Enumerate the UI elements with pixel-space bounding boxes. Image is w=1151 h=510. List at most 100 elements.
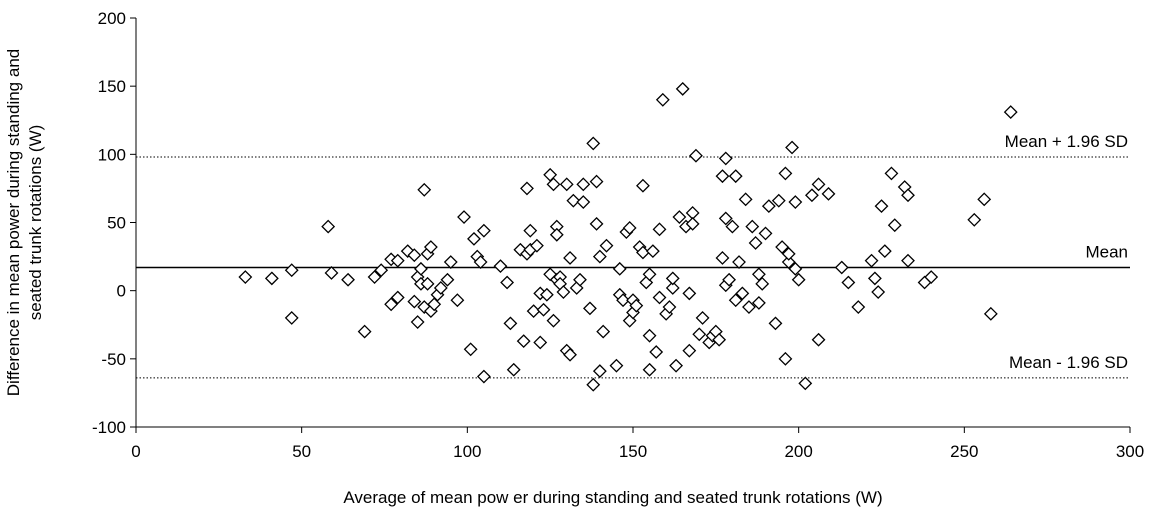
data-point bbox=[655, 92, 670, 107]
ref-label-mean-1-96-sd: Mean + 1.96 SD bbox=[1005, 132, 1128, 151]
data-point bbox=[715, 169, 730, 184]
data-point bbox=[559, 177, 574, 192]
data-point bbox=[722, 272, 737, 287]
data-point bbox=[321, 219, 336, 234]
data-point bbox=[586, 136, 601, 151]
data-point bbox=[867, 271, 882, 286]
data-point bbox=[788, 195, 803, 209]
data-point bbox=[768, 316, 783, 331]
data-point bbox=[592, 364, 607, 379]
data-points bbox=[238, 81, 1018, 392]
data-point bbox=[596, 324, 611, 339]
data-point bbox=[609, 358, 624, 373]
data-point bbox=[583, 301, 597, 316]
data-point bbox=[732, 255, 746, 269]
data-point bbox=[586, 377, 601, 392]
data-point bbox=[423, 240, 438, 254]
data-point bbox=[778, 351, 793, 366]
data-point bbox=[669, 358, 683, 373]
data-point bbox=[629, 298, 644, 313]
data-point bbox=[983, 306, 998, 321]
data-point bbox=[390, 290, 405, 305]
ref-label-mean: Mean bbox=[1085, 242, 1128, 261]
data-point bbox=[417, 182, 432, 197]
data-point bbox=[662, 300, 677, 314]
data-point bbox=[788, 261, 803, 276]
data-point bbox=[374, 263, 389, 278]
data-point bbox=[546, 313, 561, 328]
reference-lines: Mean + 1.96 SD Mean Mean - 1.96 SD bbox=[136, 132, 1130, 379]
axis-labels: Average of mean pow er during standing a… bbox=[4, 49, 883, 507]
data-point bbox=[642, 362, 657, 377]
data-point bbox=[433, 281, 448, 295]
data-point bbox=[718, 211, 733, 226]
data-point bbox=[589, 216, 604, 231]
data-point bbox=[529, 238, 544, 253]
data-point bbox=[533, 335, 548, 350]
data-point bbox=[420, 276, 435, 291]
data-point bbox=[811, 177, 826, 192]
data-point bbox=[539, 287, 554, 302]
data-point bbox=[712, 332, 727, 347]
data-point bbox=[341, 272, 355, 287]
data-point bbox=[238, 270, 253, 284]
data-point bbox=[715, 251, 730, 265]
data-point bbox=[785, 140, 799, 155]
data-point bbox=[695, 311, 710, 325]
data-point bbox=[781, 246, 796, 261]
data-point bbox=[440, 272, 455, 287]
data-point bbox=[284, 263, 299, 278]
data-point bbox=[1003, 105, 1018, 119]
data-point bbox=[566, 193, 581, 208]
y-tick-label: -100 bbox=[92, 418, 126, 437]
data-point bbox=[675, 81, 690, 96]
data-point bbox=[476, 223, 491, 238]
data-point bbox=[520, 181, 534, 196]
data-point bbox=[390, 253, 405, 268]
data-point bbox=[443, 255, 458, 269]
data-point bbox=[616, 293, 630, 308]
x-tick-label: 250 bbox=[950, 442, 978, 461]
data-point bbox=[718, 151, 733, 166]
data-point bbox=[563, 251, 577, 265]
data-point bbox=[755, 276, 770, 291]
data-point bbox=[652, 222, 667, 237]
data-point bbox=[284, 311, 299, 325]
data-point bbox=[357, 324, 372, 339]
data-point bbox=[476, 369, 491, 384]
x-tick-label: 300 bbox=[1116, 442, 1144, 461]
y-tick-label: -50 bbox=[101, 350, 126, 369]
data-point bbox=[728, 293, 743, 308]
data-point bbox=[834, 260, 849, 275]
y-tick-label: 200 bbox=[98, 9, 126, 28]
data-point bbox=[543, 267, 558, 282]
data-point bbox=[367, 270, 382, 284]
data-point bbox=[645, 244, 660, 259]
data-point bbox=[407, 248, 422, 263]
y-axis-title-line: seated trunk rotations (W) bbox=[26, 125, 45, 321]
data-point bbox=[977, 192, 992, 207]
data-point bbox=[592, 249, 607, 264]
data-point bbox=[467, 231, 481, 246]
data-point bbox=[665, 271, 680, 286]
data-point bbox=[748, 236, 763, 250]
data-point bbox=[463, 342, 478, 357]
data-point bbox=[758, 226, 773, 241]
x-tick-label: 200 bbox=[784, 442, 812, 461]
data-point bbox=[791, 272, 806, 287]
data-point bbox=[811, 332, 826, 347]
data-point bbox=[871, 285, 886, 299]
x-tick-label: 100 bbox=[453, 442, 481, 461]
data-point bbox=[450, 293, 465, 308]
data-point bbox=[549, 227, 564, 242]
data-point bbox=[457, 210, 471, 224]
data-point bbox=[864, 253, 879, 268]
data-point bbox=[264, 271, 279, 286]
y-tick-label: 0 bbox=[117, 282, 126, 301]
data-point bbox=[473, 255, 488, 269]
data-point bbox=[636, 178, 650, 193]
data-point bbox=[493, 259, 508, 274]
data-point bbox=[901, 253, 915, 268]
x-tick-label: 150 bbox=[619, 442, 647, 461]
